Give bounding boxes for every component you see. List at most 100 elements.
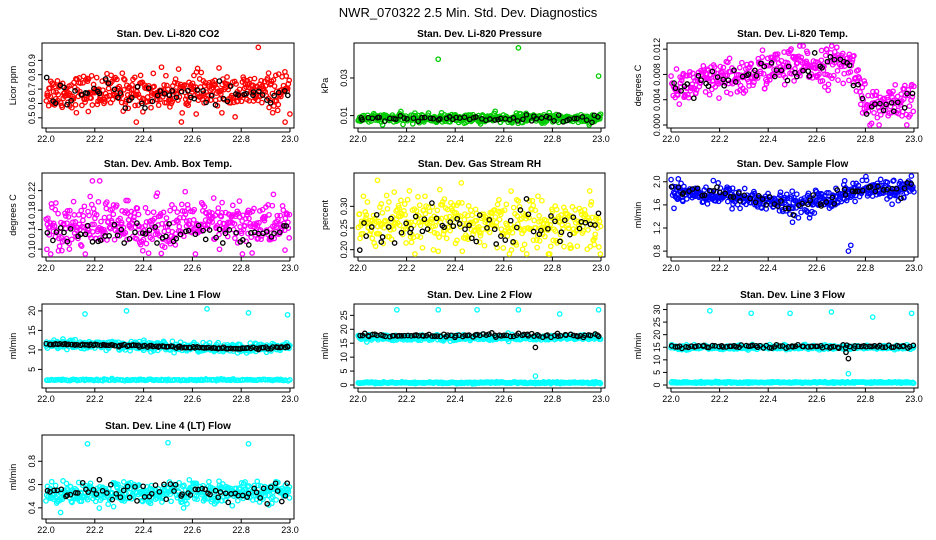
data-point-black: [880, 107, 887, 114]
data-point-black: [785, 63, 792, 70]
y-tick-label: 0: [339, 382, 349, 387]
data-point-black: [800, 67, 806, 74]
data-point-black: [461, 114, 468, 121]
data-point-primary: [179, 110, 186, 116]
data-point-primary: [458, 180, 465, 186]
data-point-black: [157, 88, 164, 94]
data-point-primary: [534, 244, 540, 251]
x-tick-label: 22.4: [446, 263, 464, 273]
data-point-black: [356, 247, 363, 253]
data-point-primary: [882, 107, 889, 114]
data-point-primary: [687, 69, 693, 75]
data-point-primary: [150, 209, 157, 216]
data-point-primary: [404, 196, 411, 203]
x-tick-label: 22.6: [808, 394, 826, 404]
data-point-black: [846, 62, 853, 69]
data-point-primary: [406, 188, 413, 194]
data-point-primary: [60, 220, 67, 227]
data-point-primary: [788, 46, 794, 52]
data-point-primary: [500, 245, 507, 251]
data-point-primary: [364, 199, 371, 205]
outlier-point: [556, 311, 563, 317]
y-axis-label: degrees C: [633, 64, 643, 106]
y-axis-label: Licor ppm: [8, 66, 18, 106]
data-point-primary: [89, 228, 96, 235]
data-point-primary: [286, 77, 293, 84]
data-point-primary: [88, 72, 95, 79]
data-point-primary: [85, 108, 92, 115]
data-point-black: [105, 80, 112, 87]
data-point-black: [894, 99, 901, 106]
data-point-primary: [249, 250, 255, 256]
data-point-black: [96, 90, 103, 97]
data-point-primary: [154, 190, 161, 196]
data-point-primary: [135, 211, 142, 218]
data-point-primary: [93, 74, 100, 81]
chart-title: Stan. Dev. Line 3 Flow: [740, 290, 845, 301]
chart-title: Stan. Dev. Li-820 Temp.: [737, 29, 848, 40]
data-point-primary: [155, 102, 162, 109]
data-point-black: [784, 77, 791, 84]
data-point-primary: [678, 77, 685, 84]
outlier-point: [789, 219, 796, 226]
y-tick-label: 0.9: [27, 54, 37, 67]
data-point-primary: [877, 176, 884, 183]
y-tick-label: 15: [27, 325, 37, 335]
x-tick-label: 22.8: [544, 134, 562, 144]
data-point-black: [161, 90, 168, 97]
data-point-black: [421, 114, 428, 121]
y-tick-label: 5: [339, 369, 349, 374]
data-point-black: [502, 237, 509, 243]
data-point-primary: [797, 72, 803, 79]
data-point-primary: [79, 102, 85, 109]
data-point-primary: [795, 53, 802, 60]
data-point-black: [595, 210, 602, 217]
x-tick-label: 23.0: [281, 134, 299, 144]
data-point-primary: [818, 47, 825, 54]
data-point-black: [61, 84, 67, 91]
data-point-black: [514, 118, 521, 124]
data-point-primary: [66, 246, 73, 252]
data-point-black: [462, 226, 468, 233]
data-point-black: [888, 99, 895, 106]
data-point-black: [173, 94, 180, 101]
data-point-primary: [398, 197, 404, 204]
data-point-black: [84, 90, 91, 97]
chart-title: Stan. Dev. Line 2 Flow: [427, 290, 532, 301]
data-point-primary: [419, 244, 426, 251]
data-point-black: [543, 113, 550, 120]
data-point-primary: [391, 189, 398, 195]
data-point-primary: [53, 200, 59, 206]
x-tick-label: 22.8: [857, 394, 875, 404]
data-point-black: [589, 119, 595, 126]
data-point-primary: [369, 235, 376, 242]
data-point-black: [546, 114, 553, 121]
data-point-black: [128, 94, 135, 101]
x-tick-label: 22.0: [37, 263, 55, 273]
data-point-primary: [145, 209, 151, 216]
data-point-black: [904, 90, 910, 97]
data-point-primary: [727, 90, 734, 97]
data-point-primary: [585, 227, 591, 233]
data-point-black: [705, 83, 712, 90]
data-point-black: [50, 237, 56, 244]
data-point-black: [579, 114, 586, 120]
data-point-primary: [876, 122, 882, 128]
data-point-black: [381, 118, 388, 124]
data-point-primary: [906, 103, 913, 109]
data-point-primary: [416, 202, 423, 209]
data-point-primary: [687, 87, 694, 94]
data-point-black: [859, 95, 866, 102]
data-point-primary: [774, 51, 781, 57]
data-point-primary: [124, 236, 130, 243]
data-point-primary: [469, 212, 475, 219]
data-point-black: [863, 111, 870, 117]
data-point-primary: [256, 219, 262, 226]
data-point-primary: [52, 206, 59, 213]
data-point-black: [824, 58, 831, 65]
data-point-primary: [239, 218, 246, 224]
data-point-primary: [110, 211, 117, 218]
data-point-primary: [224, 74, 230, 80]
x-tick-label: 22.6: [808, 263, 826, 273]
